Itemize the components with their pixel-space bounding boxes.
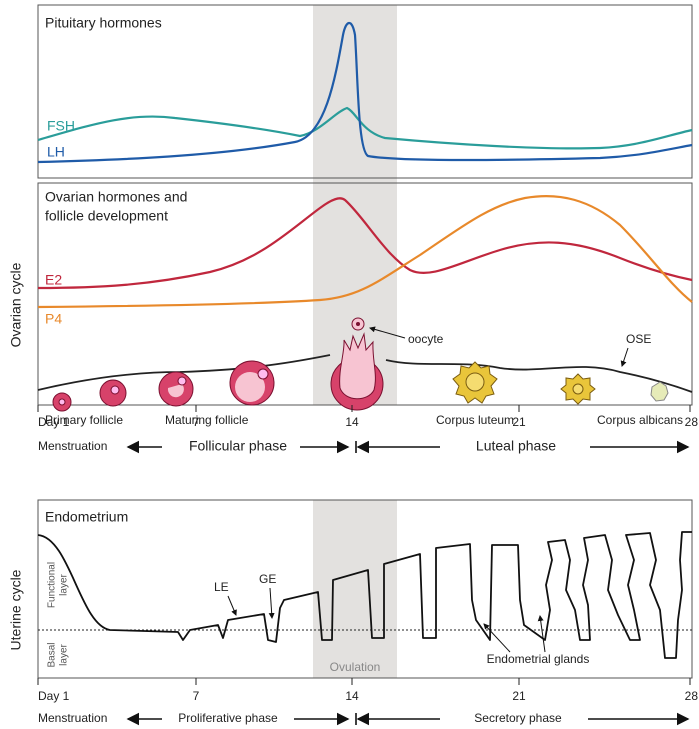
follicle-label: Corpus luteum — [436, 413, 514, 427]
oocyte-icon — [110, 385, 120, 395]
e2-curve — [37, 197, 693, 290]
ruptured-follicle — [339, 332, 376, 400]
layer-label: layer — [59, 573, 70, 595]
panel-title: follicle development — [45, 208, 168, 224]
day-axis — [37, 678, 691, 685]
day-label: 28 — [685, 415, 699, 429]
day-axis — [37, 405, 691, 412]
panel-title: Ovarian hormones and — [45, 189, 187, 205]
panel-title: Endometrium — [45, 509, 128, 525]
day-label: 14 — [345, 689, 359, 703]
oocyte-icon — [356, 322, 360, 326]
ose-label: OSE — [626, 332, 651, 346]
day-label: 7 — [193, 415, 200, 429]
day-label: Day 1 — [38, 415, 70, 429]
arrow — [620, 347, 629, 367]
arrow — [537, 615, 546, 653]
fsh-curve — [37, 106, 693, 150]
corpus-luteum-core — [572, 383, 584, 395]
follicle-label: Maturing follicle — [165, 413, 249, 427]
side-label: Ovarian cycle — [8, 262, 24, 347]
oocyte-icon — [58, 398, 66, 406]
corpus-albicans — [650, 381, 669, 402]
arrow — [268, 587, 275, 619]
lh-curve — [37, 21, 693, 164]
phase-label: Proliferative phase — [178, 711, 278, 725]
day-label: 28 — [685, 689, 699, 703]
arrow — [483, 623, 511, 653]
lh-label: LH — [47, 144, 65, 160]
glands-label: Endometrial glands — [487, 652, 590, 666]
oocyte-icon — [257, 368, 269, 380]
side-label: Uterine cycle — [8, 569, 24, 650]
follicle-label: Primary follicle — [45, 413, 123, 427]
fsh-label: FSH — [47, 118, 75, 134]
phase-label: Luteal phase — [476, 438, 556, 454]
antrum — [235, 372, 265, 402]
ge-label: GE — [259, 572, 276, 586]
panel-box — [37, 4, 693, 179]
panel-title: Pituitary hormones — [45, 15, 162, 31]
day-label: 21 — [512, 689, 526, 703]
panel-box — [37, 499, 693, 679]
day-label: 14 — [345, 415, 359, 429]
phase-label: Follicular phase — [189, 438, 287, 454]
p4-curve — [37, 195, 693, 309]
oocyte-label: oocyte — [408, 332, 444, 346]
e2-label: E2 — [45, 272, 62, 288]
p4-label: P4 — [45, 311, 62, 327]
day-label: Day 1 — [38, 689, 70, 703]
le-label: LE — [214, 580, 229, 594]
layer-label: layer — [59, 643, 70, 665]
follicle-label: Corpus albicans — [597, 413, 683, 427]
phase-label: Menstruation — [38, 439, 107, 453]
day-label: 7 — [193, 689, 200, 703]
phase-label: Menstruation — [38, 711, 107, 725]
phase-label: Secretory phase — [474, 711, 562, 725]
ovulation-label: Ovulation — [330, 660, 381, 674]
layer-label: Functional — [47, 562, 58, 608]
day-label: 21 — [512, 415, 526, 429]
antrum — [167, 384, 184, 398]
endometrium-line — [37, 531, 692, 659]
arrow — [227, 595, 237, 616]
corpus-luteum-core — [465, 372, 485, 392]
arrow — [369, 326, 406, 339]
ovulation-band — [313, 5, 397, 405]
ovulation-band — [313, 500, 397, 678]
oocyte-icon — [177, 376, 187, 386]
layer-label: Basal — [47, 642, 58, 667]
